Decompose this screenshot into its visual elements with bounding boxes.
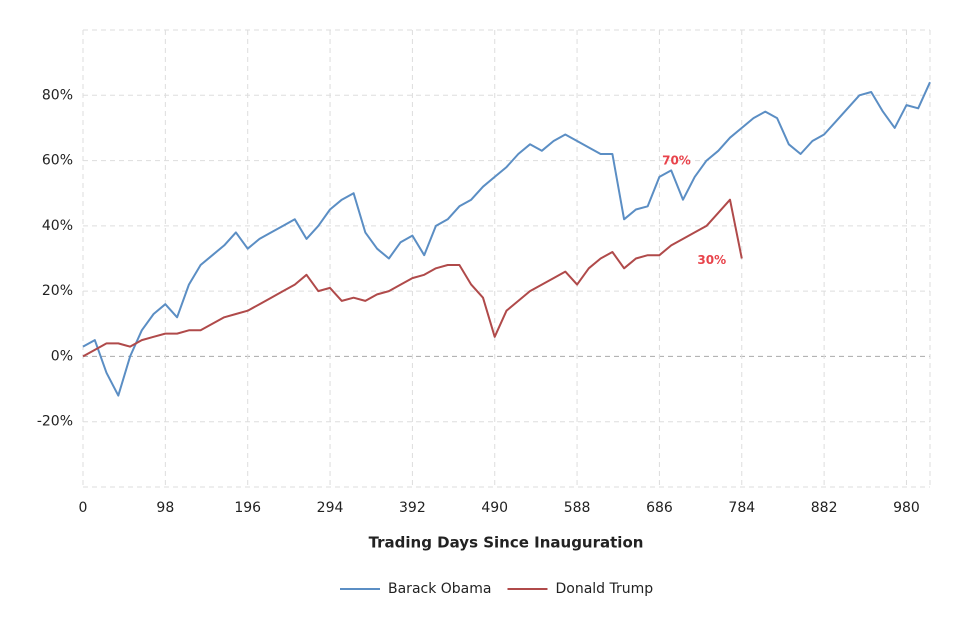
x-tick-label: 980 xyxy=(893,500,920,516)
y-tick-label: -20% xyxy=(37,414,73,430)
line-series xyxy=(82,81,931,397)
y-tick-label: 80% xyxy=(42,87,73,103)
x-axis-label: Trading Days Since Inauguration xyxy=(369,534,644,552)
x-tick-label: 490 xyxy=(481,500,508,516)
x-tick-label: 882 xyxy=(811,500,838,516)
x-tick-label: 196 xyxy=(234,500,261,516)
x-tick-label: 0 xyxy=(79,500,88,516)
x-tick-label: 294 xyxy=(317,500,344,516)
y-tick-label: 20% xyxy=(42,283,73,299)
y-tick-label: 40% xyxy=(42,218,73,234)
legend-label: Donald Trump xyxy=(555,581,653,597)
y-tick-label: 60% xyxy=(42,153,73,169)
y-tick-label: 0% xyxy=(51,348,73,364)
line-series xyxy=(82,198,743,358)
annotation: 30% xyxy=(697,253,726,267)
annotation: 70% xyxy=(662,153,691,167)
x-tick-label: 392 xyxy=(399,500,426,516)
legend-label: Barack Obama xyxy=(388,581,491,597)
x-tick-label: 784 xyxy=(728,500,755,516)
x-tick-label: 686 xyxy=(646,500,673,516)
x-tick-label: 98 xyxy=(156,500,174,516)
x-tick-label: 588 xyxy=(564,500,591,516)
